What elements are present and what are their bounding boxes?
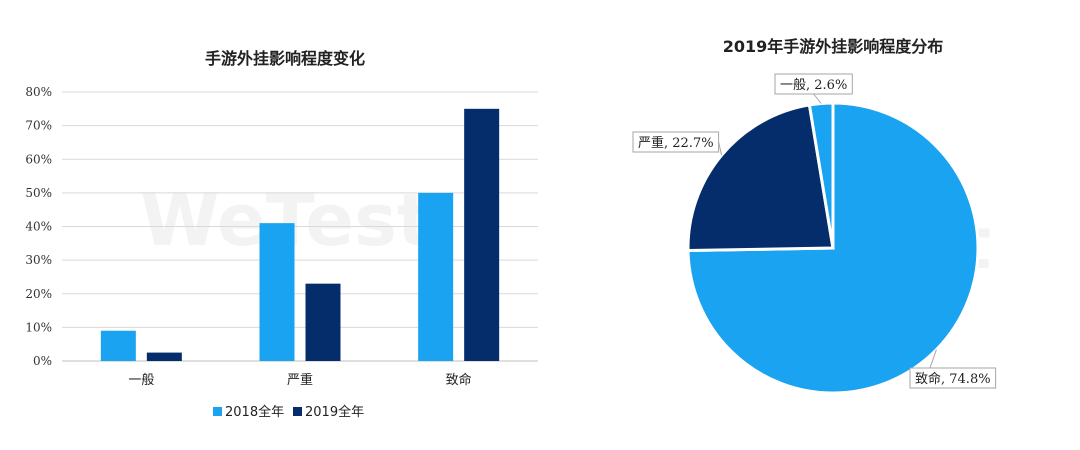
bar-2-3 — [464, 108, 500, 361]
bar-y-axis: 0% 10% 20% 30% 40% 50% 60% 70% 80% — [25, 85, 52, 368]
legend-label-2: 2019全年 — [305, 404, 364, 420]
bar-1-2 — [259, 223, 295, 361]
y-tick-label: 20% — [25, 287, 52, 301]
bar-2-2 — [305, 283, 341, 361]
bar-legend: 2018全年 2019全年 — [213, 404, 364, 420]
legend-swatch-2 — [293, 407, 302, 416]
y-tick-label: 50% — [25, 186, 52, 200]
x-category-label: 致命 — [446, 372, 472, 388]
pie-leader-line — [718, 141, 723, 156]
y-tick-label: 80% — [25, 85, 52, 99]
pie-leader-line — [929, 349, 937, 369]
bar-1-1 — [100, 330, 136, 361]
y-tick-label: 40% — [25, 220, 52, 234]
x-category-label: 一般 — [128, 372, 154, 388]
bar-2-1 — [146, 352, 182, 361]
y-tick-label: 30% — [25, 253, 52, 267]
pie-labels: 致命, 74.8% 严重, 22.7% 一般, 2.6% — [632, 73, 997, 389]
legend-swatch-1 — [213, 407, 222, 416]
pie-chart-title: 2019年手游外挂影响程度分布 — [723, 37, 944, 56]
pie-leader-line — [813, 93, 822, 104]
legend-label-1: 2018全年 — [225, 404, 284, 420]
pie-label-致命: 致命, 74.8% — [909, 349, 997, 389]
pie-label-text: 致命, 74.8% — [915, 371, 991, 387]
pie-label-box — [909, 367, 997, 389]
bar-x-axis: 一般 严重 致命 — [128, 372, 471, 388]
bar-chart-title: 手游外挂影响程度变化 — [205, 49, 365, 68]
pie-label-text: 严重, 22.7% — [638, 135, 714, 151]
bar-gridlines — [62, 91, 538, 362]
bar-series — [100, 108, 500, 361]
pie-label-text: 一般, 2.6% — [780, 77, 847, 93]
y-tick-label: 10% — [25, 320, 52, 334]
pie-slices — [686, 101, 980, 395]
y-tick-label: 0% — [33, 354, 52, 368]
bar-1-3 — [418, 192, 454, 361]
y-tick-label: 70% — [25, 119, 52, 133]
pie-label-一般: 一般, 2.6% — [774, 73, 853, 104]
y-tick-label: 60% — [25, 152, 52, 166]
pie-slice-严重 — [686, 103, 835, 253]
pie-label-严重: 严重, 22.7% — [632, 131, 723, 156]
x-category-label: 严重 — [287, 372, 313, 388]
